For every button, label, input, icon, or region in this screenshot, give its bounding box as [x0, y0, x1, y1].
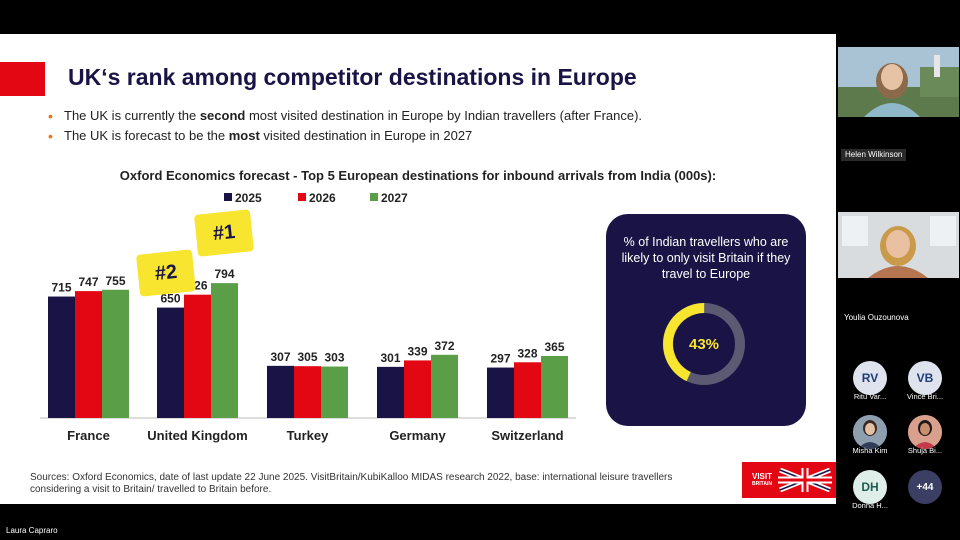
bar-value-label: 301	[380, 351, 400, 365]
bar-value-label: 372	[434, 339, 454, 353]
bar-france-2026	[75, 291, 102, 418]
legend-label-2026: 2026	[309, 191, 336, 205]
slide-title: UK‘s rank among competitor destinations …	[68, 64, 637, 90]
bar-france-2027	[102, 289, 129, 418]
bar-switzerland-2025	[487, 367, 514, 418]
bar-value-label: 328	[517, 346, 537, 360]
participant-avatar-photo-misha[interactable]	[853, 415, 887, 449]
rank-badge-2: #2	[135, 249, 197, 297]
legend-label-2027: 2027	[381, 191, 408, 205]
bar-france-2025	[48, 296, 75, 418]
participant-name-plate: Helen Wilkinson	[841, 149, 907, 161]
legend-swatch-2027	[370, 193, 378, 201]
legend-label-2025: 2025	[235, 191, 262, 205]
bar-value-label: 715	[51, 281, 71, 295]
bullet-item-1: The UK is currently the second most visi…	[48, 106, 642, 126]
bar-value-label: 307	[270, 350, 290, 364]
participant-avatar-vb[interactable]: VB	[908, 361, 942, 395]
donut-value-label: 43%	[688, 335, 720, 353]
bar-turkey-2027	[321, 366, 348, 418]
participant-avatar-name: Shuja Bi...	[907, 446, 943, 455]
participant-video-youlia[interactable]	[838, 212, 959, 278]
bar-switzerland-2026	[514, 362, 541, 418]
bullet-item-2: The UK is forecast to be the most visite…	[48, 126, 642, 146]
category-label: Switzerland	[491, 428, 563, 443]
participant-video-feed	[838, 47, 959, 117]
donut-chart	[663, 303, 745, 385]
category-label: United Kingdom	[147, 428, 247, 443]
legend-swatch-2026	[298, 193, 306, 201]
bar-value-label: 365	[544, 340, 564, 354]
bar-germany-2026	[404, 360, 431, 418]
more-participants-button[interactable]: +44	[908, 470, 942, 504]
participant-avatar-rv[interactable]: RV	[853, 361, 887, 395]
participant-avatar-name: Donna H...	[852, 501, 888, 510]
donut-value-arc	[663, 303, 745, 385]
participant-avatar-name: Vince Bri...	[906, 392, 944, 401]
participant-avatar-photo-shuja[interactable]	[908, 415, 942, 449]
presenter-name: Laura Capraro	[6, 526, 58, 535]
bar-value-label: 794	[214, 267, 234, 281]
bar-value-label: 303	[324, 351, 344, 365]
stat-card: % of Indian travellers who are likely to…	[606, 214, 806, 426]
bar-value-label: 305	[297, 350, 317, 364]
bar-value-label: 297	[490, 352, 510, 366]
sources-note: Sources: Oxford Economics, date of last …	[30, 472, 673, 495]
bar-germany-2025	[377, 366, 404, 418]
bullet-list: The UK is currently the second most visi…	[48, 106, 642, 146]
chart-title: Oxford Economics forecast - Top 5 Europe…	[119, 168, 717, 183]
stat-card-text: % of Indian travellers who are likely to…	[621, 235, 791, 281]
bar-turkey-2026	[294, 366, 321, 418]
participant-avatar-dh[interactable]: DH	[853, 470, 887, 504]
rank-badge-1: #1	[193, 209, 255, 257]
participant-avatar-name: Misha Kim	[852, 446, 888, 455]
category-label: Germany	[389, 428, 446, 443]
bar-germany-2027	[431, 354, 458, 418]
category-label: Turkey	[287, 428, 329, 443]
bar-value-label: 650	[160, 292, 180, 306]
bar-value-label: 339	[407, 344, 427, 358]
profile-photo-icon	[908, 415, 942, 449]
bar-value-label: 747	[78, 275, 98, 289]
participant-name: Youlia Ouzounova	[844, 313, 909, 322]
bar-united-kingdom-2025	[157, 307, 184, 418]
bar-value-label: 755	[105, 274, 125, 288]
union-flag-icon	[778, 468, 832, 492]
bar-turkey-2025	[267, 365, 294, 418]
profile-photo-icon	[853, 415, 887, 449]
category-label: France	[67, 428, 110, 443]
participant-avatar-name: Ritu Var...	[853, 392, 887, 401]
legend-swatch-2025	[224, 193, 232, 201]
participant-video-helen[interactable]	[838, 47, 959, 117]
bar-switzerland-2027	[541, 355, 568, 418]
bar-united-kingdom-2026	[184, 294, 211, 418]
bar-united-kingdom-2027	[211, 283, 238, 418]
participant-video-feed	[838, 212, 959, 278]
visit-britain-logo: VISIT BRITAIN	[742, 462, 836, 498]
title-accent-bar	[0, 62, 45, 96]
presentation-slide: UK‘s rank among competitor destinations …	[0, 34, 836, 504]
